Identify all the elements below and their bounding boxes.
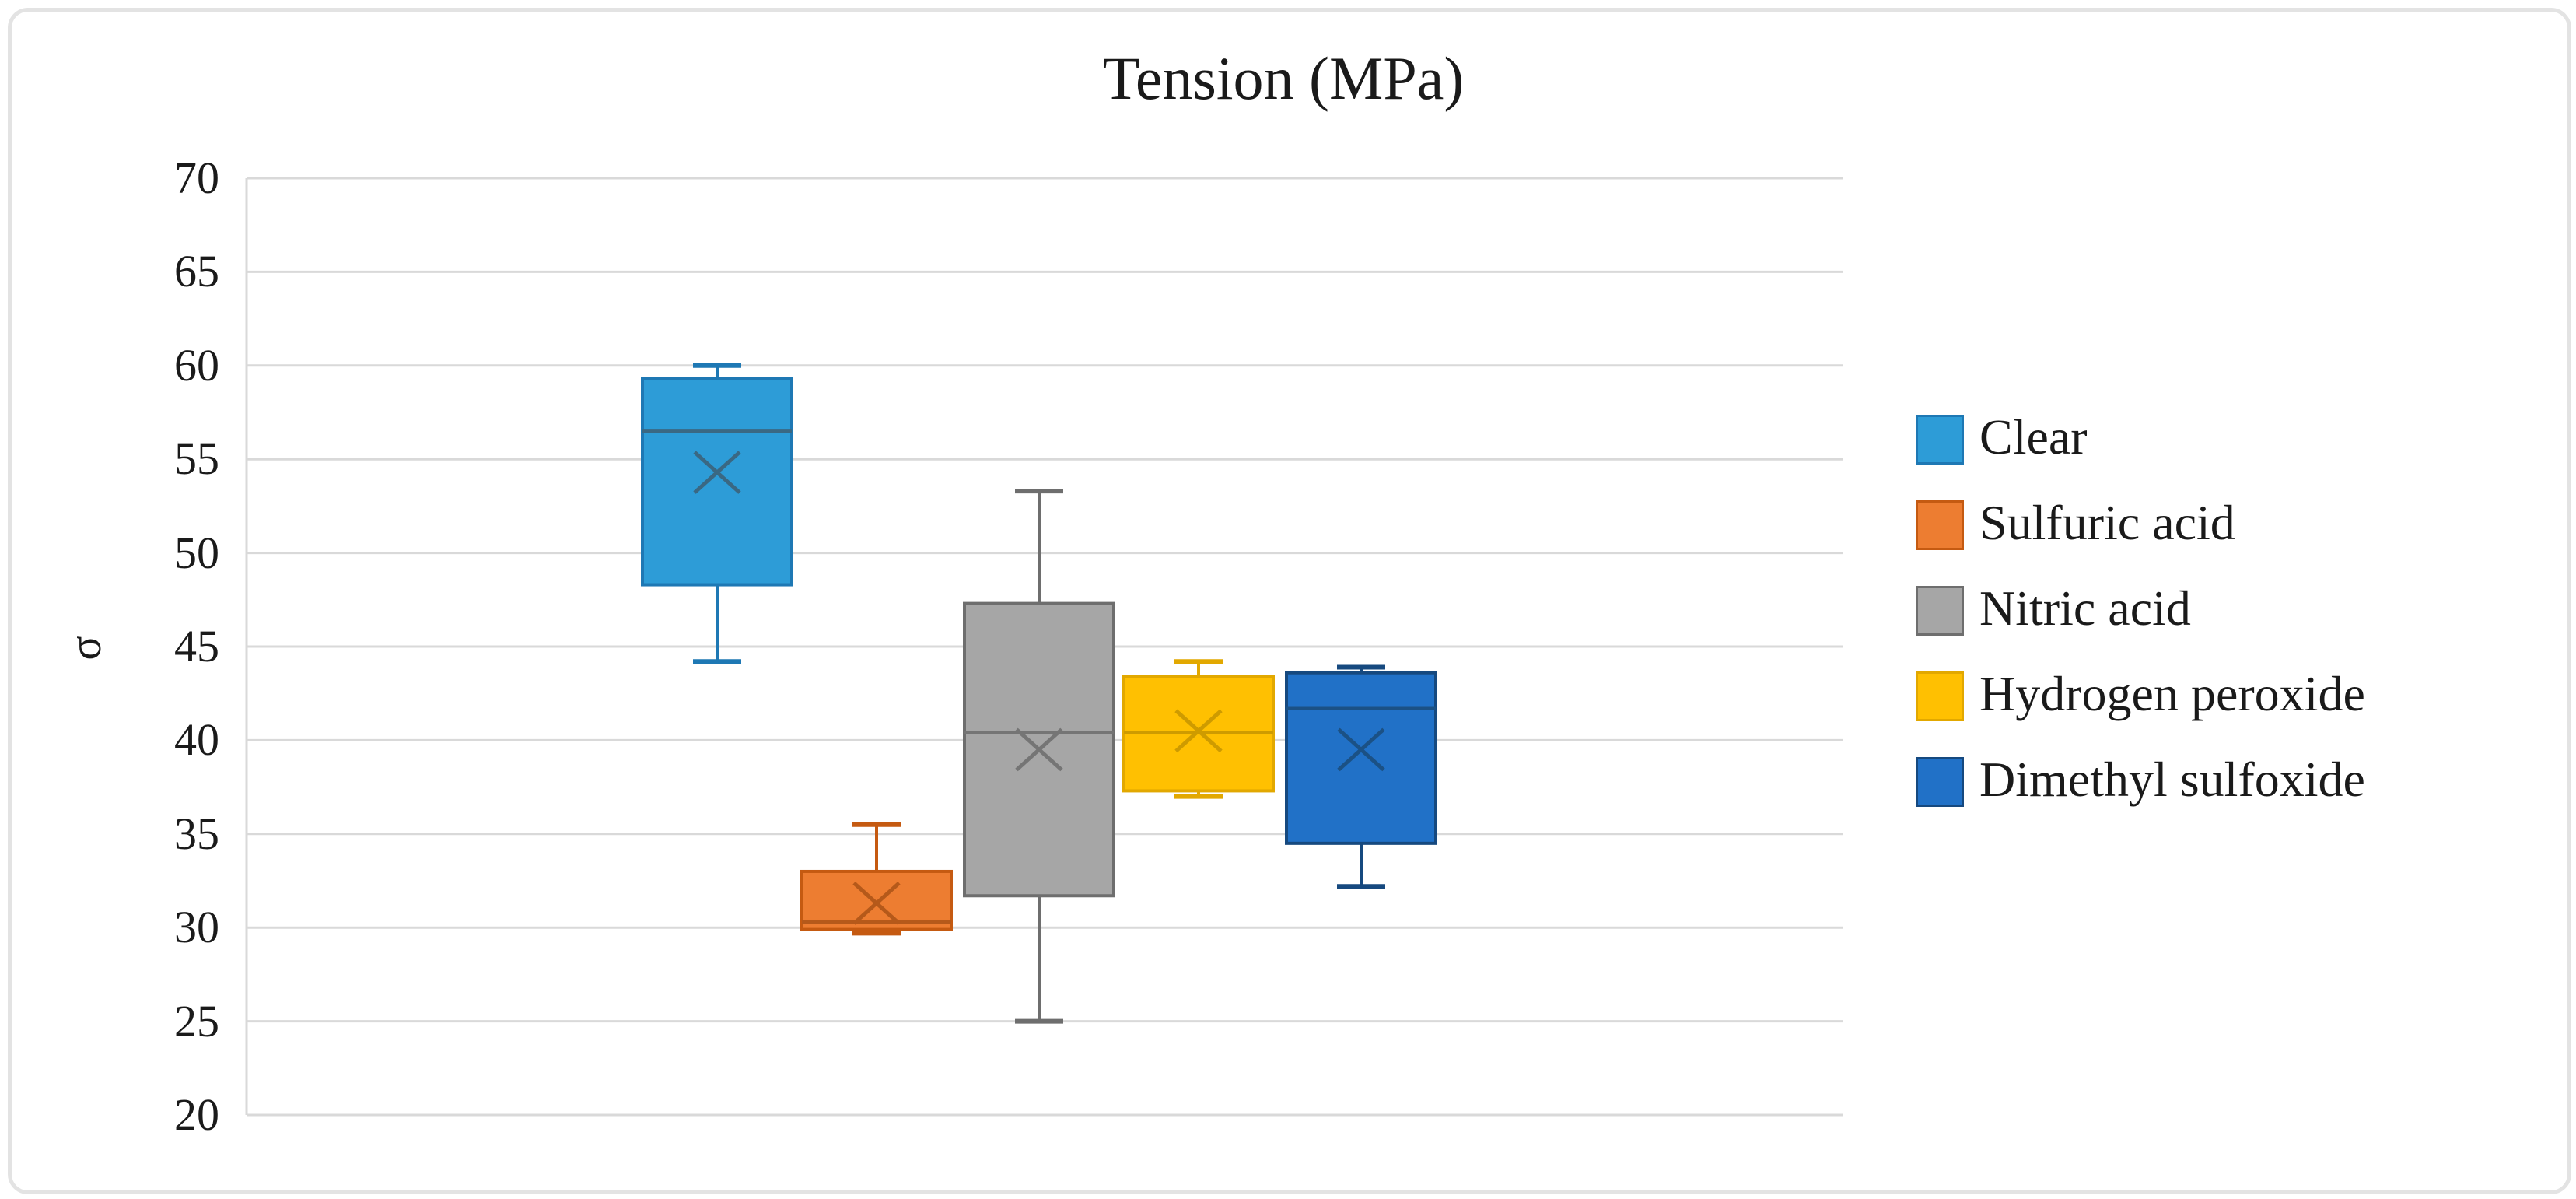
legend-marker-hydrogen-peroxide	[1916, 671, 1964, 721]
mean-x-marker	[852, 882, 901, 925]
legend-marker-nitric-acid	[1916, 586, 1964, 636]
y-axis-tick-label: 30	[174, 902, 219, 953]
chart-frame	[8, 8, 2571, 1194]
y-axis-tick-label: 55	[174, 433, 219, 485]
legend-label: Dimethyl sulfoxide	[1979, 752, 2365, 807]
y-axis-tick-label: 65	[174, 246, 219, 297]
y-axis-tick-label: 45	[174, 621, 219, 671]
mean-x-marker	[693, 451, 741, 494]
legend-label: Nitric acid	[1979, 580, 2191, 636]
y-axis-tick-label: 50	[174, 527, 219, 578]
mean-x-marker	[1337, 727, 1385, 772]
box-clear	[641, 377, 793, 587]
legend-label: Clear	[1979, 409, 2088, 465]
y-axis-tick-label: 25	[174, 995, 219, 1046]
legend-marker-sulfuric-acid	[1916, 500, 1964, 550]
legend-marker-clear	[1916, 415, 1964, 465]
box-sulfuric-acid	[800, 869, 953, 931]
legend-label: Sulfuric acid	[1979, 495, 2235, 550]
legend-label: Hydrogen peroxide	[1979, 666, 2365, 721]
y-axis-tick-label: 40	[174, 714, 219, 766]
chart-title: Tension (MPa)	[1102, 44, 1465, 112]
mean-x-marker	[1174, 709, 1223, 753]
y-axis-tick-label: 35	[174, 808, 219, 859]
mean-x-marker	[1015, 727, 1063, 772]
legend-marker-dimethyl-sulfoxide	[1916, 757, 1964, 807]
y-axis-tick-label: 70	[174, 153, 219, 203]
y-axis-tick-label: 20	[174, 1089, 219, 1140]
y-axis-tick-label: 60	[174, 339, 219, 391]
box-dimethyl-sulfoxide	[1285, 671, 1437, 845]
